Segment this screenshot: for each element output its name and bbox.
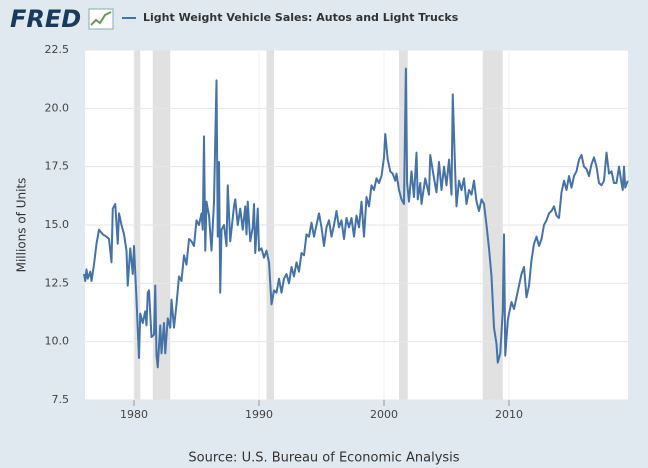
series-line — [83, 67, 629, 369]
logo-icon-line — [90, 11, 112, 26]
y-tick-label: 7.5 — [52, 393, 70, 406]
x-tick-label: 2000 — [370, 408, 398, 421]
y-axis-label: Millions of Units — [15, 178, 29, 273]
x-tick-label: 2010 — [495, 408, 523, 421]
source: Source: U.S. Bureau of Economic Analysis — [188, 451, 459, 466]
x-tick-label: 1990 — [245, 408, 273, 421]
y-tick-label: 20.0 — [45, 101, 70, 114]
y-tick-label: 12.5 — [45, 276, 70, 289]
y-tick-label: 22.5 — [45, 43, 70, 56]
logo: FRED — [10, 5, 81, 33]
y-tick-label: 15.0 — [45, 218, 70, 231]
x-tick-label: 1980 — [120, 408, 148, 421]
legend-label: Light Weight Vehicle Sales: Autos and Li… — [143, 11, 459, 24]
y-tick-label: 10.0 — [45, 335, 70, 348]
y-tick-label: 17.5 — [45, 160, 70, 173]
